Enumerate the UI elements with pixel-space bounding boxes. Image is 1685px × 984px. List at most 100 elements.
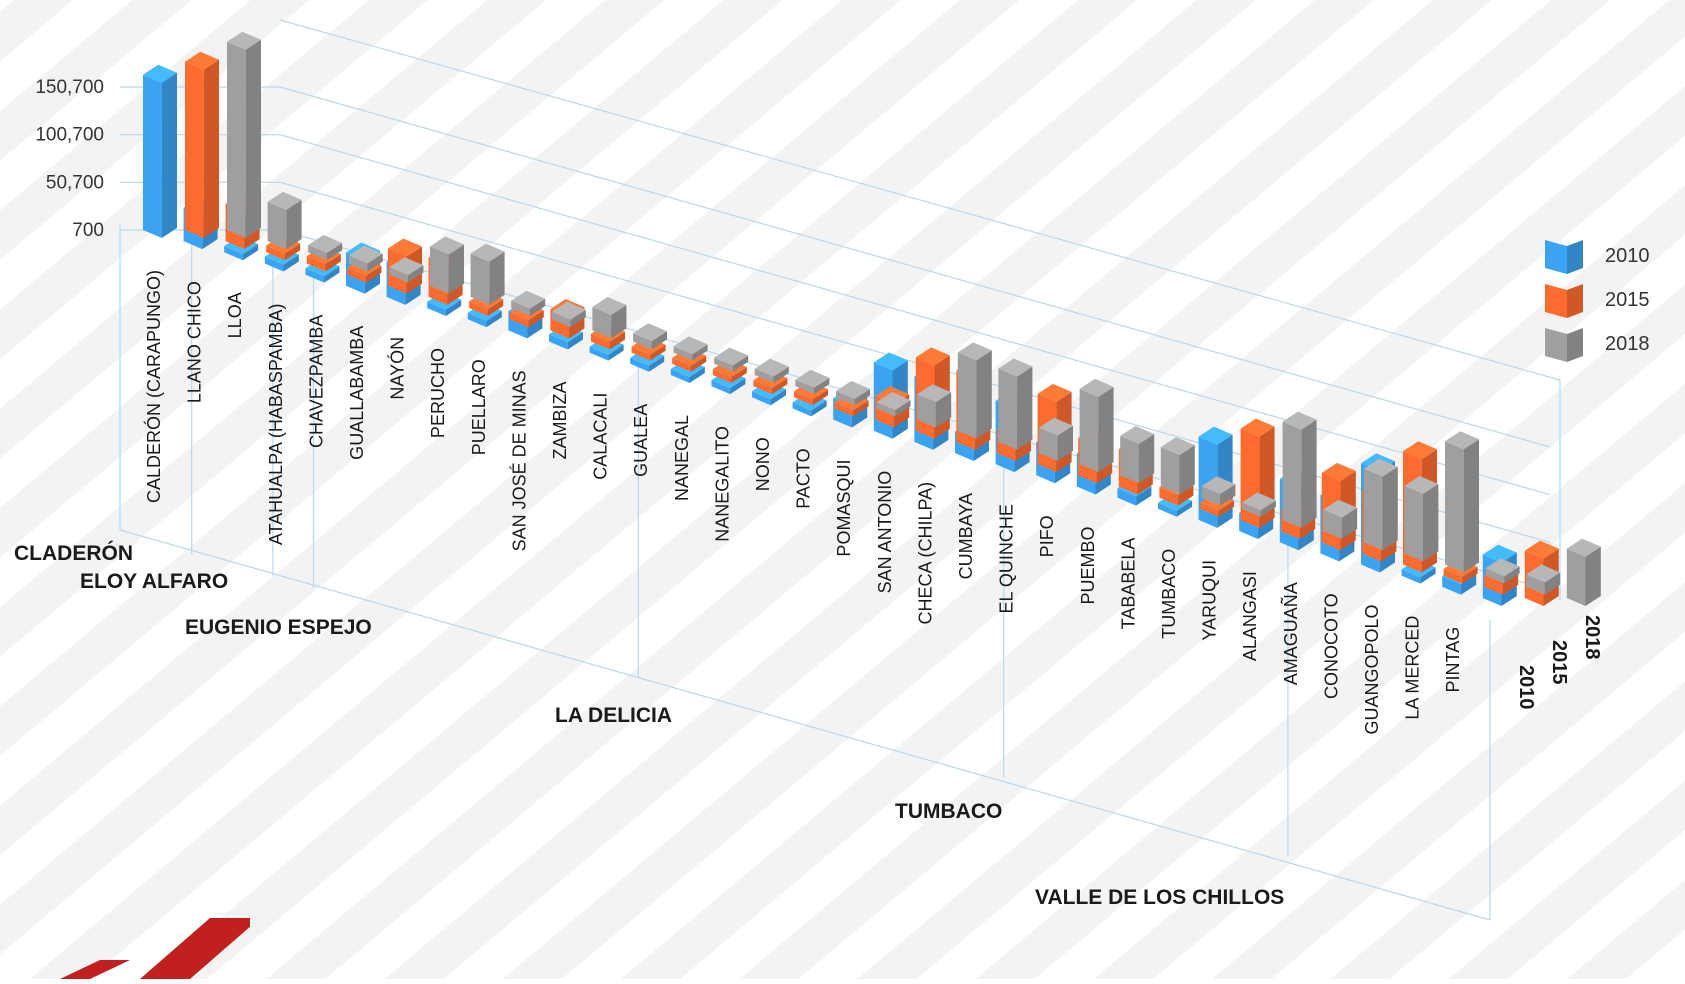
bar-front-face bbox=[467, 312, 487, 328]
bar-front-face bbox=[630, 357, 649, 372]
bar-front-face bbox=[470, 253, 490, 305]
bar-front-face bbox=[795, 379, 815, 395]
bar bbox=[1282, 411, 1317, 528]
bar-front-face bbox=[1485, 568, 1505, 584]
bar-top-face bbox=[1404, 476, 1439, 495]
bar-front-face bbox=[1158, 502, 1177, 517]
bar-side-face bbox=[283, 254, 299, 272]
bar-front-face bbox=[592, 307, 612, 339]
bar-side-face bbox=[650, 344, 666, 361]
legend-swatch-side bbox=[1567, 328, 1583, 362]
bar-front-face bbox=[591, 333, 610, 350]
bar-side-face bbox=[732, 355, 749, 372]
category-label: PINTAG bbox=[1443, 627, 1463, 693]
bar-front-face bbox=[1323, 509, 1342, 540]
bar-top-face bbox=[1445, 431, 1479, 450]
bar-side-face bbox=[773, 366, 789, 383]
bar-front-face bbox=[792, 402, 812, 417]
bar bbox=[1526, 564, 1561, 595]
bar-side-face bbox=[486, 310, 502, 328]
bar-top-face bbox=[1201, 476, 1236, 495]
category-label: NAYÓN bbox=[387, 337, 408, 400]
series-axis-label: 2018 bbox=[1581, 615, 1603, 660]
wall-top-edge bbox=[279, 19, 1561, 381]
category-label: NONO bbox=[753, 437, 773, 491]
bar-side-face bbox=[1098, 386, 1114, 473]
bar bbox=[1039, 417, 1073, 461]
bar-top-face bbox=[430, 236, 464, 255]
category-label: GUALEA bbox=[631, 404, 651, 477]
bar-side-face bbox=[730, 378, 746, 395]
bar bbox=[1404, 476, 1439, 562]
bar-side-face bbox=[1341, 507, 1358, 540]
bar-side-face bbox=[1382, 466, 1398, 551]
bar-side-face bbox=[811, 400, 827, 417]
category-label: ALANGASI bbox=[1240, 571, 1260, 661]
bar-front-face bbox=[633, 333, 652, 350]
bar bbox=[1242, 492, 1276, 517]
bar-side-face bbox=[1220, 484, 1236, 506]
bar-front-face bbox=[836, 390, 855, 406]
bar-side-face bbox=[366, 265, 382, 283]
bar-top-face bbox=[511, 290, 546, 309]
bar bbox=[1566, 538, 1601, 606]
bar-front-face bbox=[185, 61, 204, 239]
bar-front-face bbox=[1526, 574, 1545, 595]
bar-front-face bbox=[306, 256, 326, 272]
bar-top-face bbox=[1485, 558, 1520, 577]
legend-swatch bbox=[1545, 328, 1567, 362]
bar-front-face bbox=[631, 346, 651, 361]
bar-front-face bbox=[308, 245, 327, 261]
bar-front-face bbox=[549, 334, 568, 350]
bar-front-face bbox=[469, 301, 488, 317]
bar-front-face bbox=[711, 380, 731, 395]
bar-top-face bbox=[714, 347, 749, 366]
category-label: TUMBACO bbox=[1159, 549, 1179, 639]
group-label: LA DELICIA bbox=[555, 704, 672, 727]
category-label: CONOCOTO bbox=[1321, 593, 1341, 699]
bar-side-face bbox=[161, 72, 177, 238]
category-label: CALACALI bbox=[591, 393, 611, 480]
bar-top-face bbox=[633, 323, 667, 342]
bar bbox=[185, 51, 219, 239]
bar-front-face bbox=[1442, 576, 1461, 595]
bar-side-face bbox=[529, 298, 546, 317]
bar-side-face bbox=[1502, 573, 1519, 595]
bar-top-face bbox=[1363, 458, 1398, 477]
series-axis-label: 2015 bbox=[1548, 640, 1570, 685]
bar-front-face bbox=[917, 394, 936, 428]
legend-label: 2010 bbox=[1605, 245, 1650, 267]
bar-side-face bbox=[1260, 500, 1276, 517]
bar-front-face bbox=[1039, 427, 1058, 461]
bar-side-face bbox=[1057, 425, 1073, 461]
bar-top-face bbox=[1526, 564, 1561, 583]
bar-front-face bbox=[348, 255, 368, 272]
bar-side-face bbox=[408, 265, 424, 283]
bar-top-face bbox=[1160, 437, 1195, 456]
bar-side-face bbox=[651, 331, 667, 350]
category-label: POMASQUI bbox=[834, 460, 854, 557]
legend-label: 2018 bbox=[1605, 333, 1650, 355]
bar-side-face bbox=[609, 331, 625, 350]
category-label: EL QUINCHE bbox=[997, 504, 1017, 613]
bar-top-face bbox=[1403, 441, 1437, 460]
category-label: CHAVEZPAMBA bbox=[306, 315, 326, 448]
bar-side-face bbox=[1179, 445, 1195, 495]
bar-side-face bbox=[772, 378, 788, 395]
bar bbox=[1323, 499, 1358, 540]
bar-side-face bbox=[1544, 572, 1561, 595]
bar-side-face bbox=[814, 377, 830, 395]
bar-side-face bbox=[812, 389, 828, 406]
category-label: AMAGUAÑA bbox=[1280, 582, 1301, 685]
bar-top-face bbox=[1566, 538, 1601, 557]
bar bbox=[957, 342, 992, 439]
bar-top-face bbox=[1282, 411, 1317, 430]
bar-side-face bbox=[1218, 500, 1234, 517]
bar-side-face bbox=[1420, 567, 1436, 584]
bar-top-face bbox=[388, 238, 422, 257]
legend-swatch bbox=[1545, 240, 1567, 274]
bars bbox=[143, 31, 1601, 606]
category-label: NANEGAL bbox=[672, 415, 692, 501]
category-label: LLOA bbox=[225, 292, 245, 338]
bar bbox=[227, 31, 261, 239]
